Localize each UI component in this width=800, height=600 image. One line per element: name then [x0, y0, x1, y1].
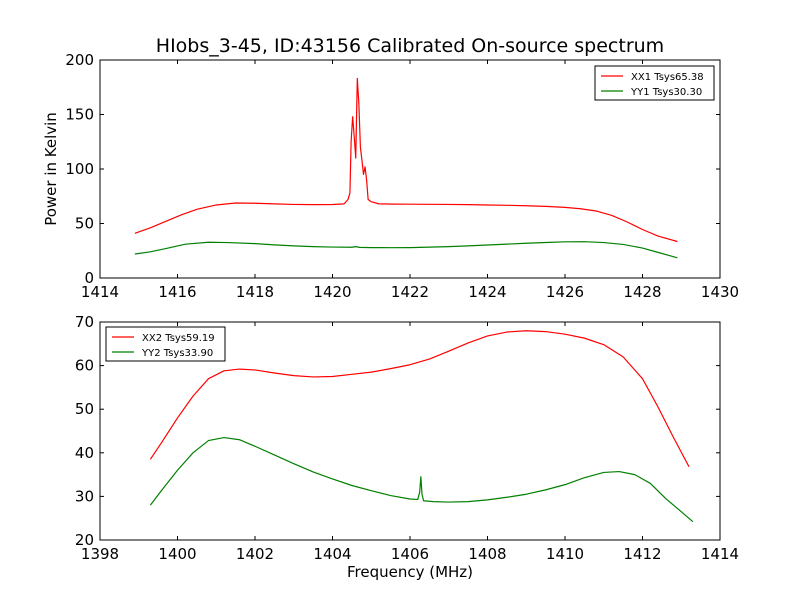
x-tick-label: 1402 — [236, 545, 274, 563]
x-tick-label: 1426 — [546, 283, 584, 301]
legend-entry: YY2 Tsys33.90 — [141, 348, 213, 359]
x-tick-label: 1404 — [313, 545, 351, 563]
y-axis-label: Power in Kelvin — [42, 112, 60, 226]
series-line-2-1 — [149, 330, 690, 468]
series-line-1-2 — [134, 241, 678, 259]
legend: XX2 Tsys59.19 YY2 Tsys33.90 — [105, 326, 226, 362]
x-tick-label: 1418 — [236, 283, 274, 301]
x-tick-label: 1410 — [546, 545, 584, 563]
x-tick-label: 1416 — [158, 283, 196, 301]
y-tick-label: 50 — [75, 215, 94, 233]
legend-entry: XX2 Tsys59.19 — [142, 333, 215, 344]
series-line-1-1 — [134, 77, 678, 243]
x-tick-label: 1428 — [623, 283, 661, 301]
x-tick-label: 1424 — [468, 283, 506, 301]
y-tick-label: 40 — [75, 444, 94, 462]
x-tick-label: 1420 — [313, 283, 351, 301]
x-tick-label: 1430 — [701, 283, 739, 301]
x-tick-label: 1398 — [81, 545, 119, 563]
y-tick-label: 30 — [75, 487, 94, 505]
y-tick-label: 20 — [75, 531, 94, 549]
x-tick-label: 1406 — [391, 545, 429, 563]
y-tick-label: 150 — [65, 106, 94, 124]
x-tick-label: 1414 — [81, 283, 119, 301]
legend-entry: XX1 Tsys65.38 — [631, 72, 704, 83]
series-line-2-2 — [149, 436, 694, 523]
legend-box — [105, 326, 226, 362]
x-tick-label: 1408 — [468, 545, 506, 563]
y-tick-label: 0 — [84, 269, 94, 287]
chart-panel-2: 1398 1400 1402 1404 1406 1408 1410 1412 1414 20 30… — [75, 313, 739, 581]
legend-entry: YY1 Tsys30.30 — [630, 87, 702, 98]
y-tick-label: 50 — [75, 400, 94, 418]
x-axis-label: Frequency (MHz) — [347, 563, 473, 581]
chart-title: HIobs_3-45, ID:43156 Calibrated On-sourc… — [156, 35, 664, 57]
x-tick-label: 1400 — [158, 545, 196, 563]
y-tick-label: 70 — [75, 313, 94, 331]
chart-panel-1: 1414 1416 1418 1420 1422 1424 1426 1428 1430 0 50 1… — [42, 35, 739, 301]
y-tick-label: 60 — [75, 357, 94, 375]
y-tick-label: 200 — [65, 51, 94, 69]
y-tick-label: 100 — [65, 160, 94, 178]
x-tick-label: 1414 — [701, 545, 739, 563]
legend-box — [594, 65, 715, 101]
x-tick-label: 1412 — [623, 545, 661, 563]
legend: XX1 Tsys65.38 YY1 Tsys30.30 — [594, 65, 715, 101]
x-tick-label: 1422 — [391, 283, 429, 301]
